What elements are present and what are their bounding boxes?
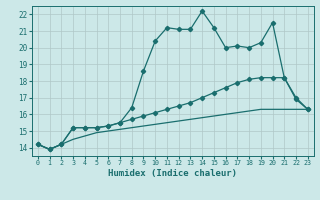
X-axis label: Humidex (Indice chaleur): Humidex (Indice chaleur) (108, 169, 237, 178)
